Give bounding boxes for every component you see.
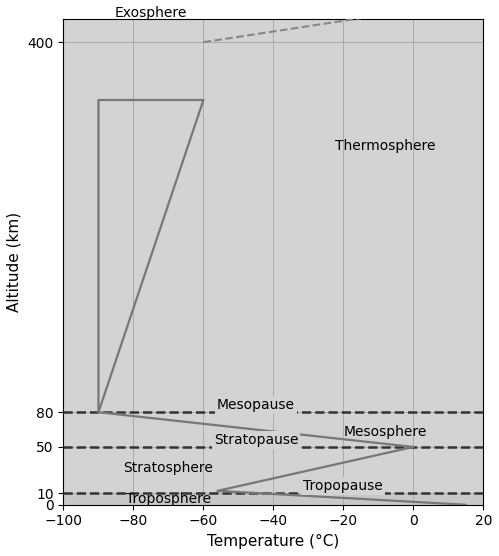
X-axis label: Temperature (°C): Temperature (°C) (207, 534, 339, 549)
Text: Mesosphere: Mesosphere (344, 425, 427, 439)
Text: Exosphere: Exosphere (115, 6, 187, 20)
Text: Stratosphere: Stratosphere (123, 461, 214, 475)
Text: Troposphere: Troposphere (126, 492, 211, 506)
Y-axis label: Altitude (km): Altitude (km) (7, 212, 22, 312)
Bar (63, 493, 484, 505)
Text: Mesopause: Mesopause (217, 398, 295, 412)
Text: Thermosphere: Thermosphere (335, 139, 436, 153)
Text: Tropopause: Tropopause (303, 479, 383, 493)
Text: Stratopause: Stratopause (214, 433, 298, 447)
